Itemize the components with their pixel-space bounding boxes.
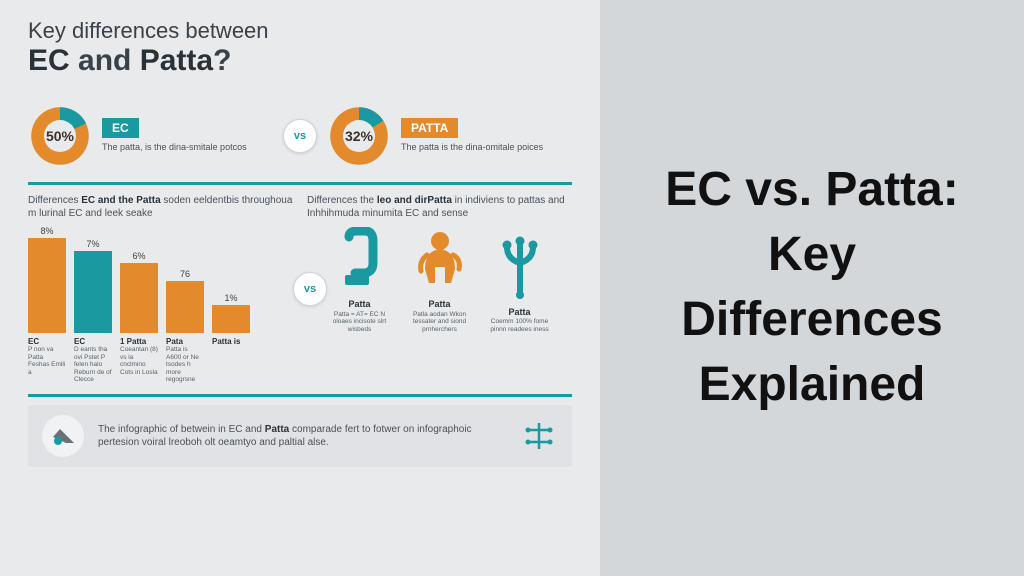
fork-icon [492, 233, 548, 301]
footer-right-icon [520, 417, 558, 455]
detail-comparison-row: Differences EC and the Patta soden eelde… [28, 185, 572, 394]
bar-value: 7% [86, 239, 99, 249]
bar-label: Patta is [212, 337, 250, 384]
footer-text: The infographic of betwein in EC and Pat… [98, 423, 506, 449]
ec-tag: EC [102, 118, 139, 138]
bar-value: 76 [180, 269, 190, 279]
divider-2 [28, 394, 572, 397]
vs-badge-top: vs [283, 119, 317, 153]
patta-pie-chart: 32% [327, 104, 391, 168]
bar: 7% [74, 239, 112, 333]
icons-col-title: Differences the leo and dirPatta in indi… [307, 195, 572, 220]
ec-pie-pct: 50% [46, 128, 74, 144]
patta-pie-pct: 32% [345, 128, 373, 144]
header-line2: EC and Patta? [28, 44, 572, 78]
icons-row: PattaPatta = AT= EC N oloaes incisote sl… [307, 228, 572, 333]
main-title: EC vs. Patta:KeyDifferencesExplained [665, 158, 958, 417]
icons-column: Differences the leo and dirPatta in indi… [307, 195, 572, 384]
comparison-icon: PattaPatla aodan Wkon tessater and siond… [409, 225, 471, 333]
bar-col-title: Differences EC and the Patta soden eelde… [28, 195, 293, 220]
patta-tag: PATTA [401, 118, 458, 138]
bar: 1% [212, 293, 250, 333]
bar-label: ECD eants tha ovi Pstet P felen halo Reb… [74, 337, 112, 384]
header-line1: Key differences between [28, 18, 572, 44]
bar-value: 6% [132, 251, 145, 261]
bar-rect [74, 251, 112, 333]
bar-label: 1 PattaCoeantan (8) vs la cnclmino Cots … [120, 337, 158, 384]
bar: 6% [120, 251, 158, 333]
ec-pie-group: 50% EC The patta, is the dina-smitale po… [28, 104, 273, 168]
title-panel: EC vs. Patta:KeyDifferencesExplained [600, 0, 1024, 576]
icon-label: PattaPatla aodan Wkon tessater and siond… [409, 299, 471, 333]
infographic-header: Key differences between EC and Patta? [28, 18, 572, 78]
bar-chart-labels: ECP non va Patta Feshas Emili aECD eants… [28, 337, 293, 384]
bar-rect [120, 263, 158, 333]
patta-pie-desc: The patta is the dina-omitale poices [401, 142, 572, 153]
footer-left-icon [42, 415, 84, 457]
vs-badge-mid: vs [293, 272, 327, 306]
ec-pie-chart: 50% [28, 104, 92, 168]
bar-rect [28, 238, 66, 333]
bar-rect [166, 281, 204, 333]
ec-pie-desc: The patta, is the dina-smitale potcos [102, 142, 273, 153]
person-icon [412, 225, 468, 293]
bar-chart: 8% 7% 6% 76 1% [28, 228, 293, 333]
bar-value: 8% [40, 226, 53, 236]
icon-label: PattaCoemm 100% fome pinnn readees iness [489, 307, 551, 333]
footer-summary: The infographic of betwein in EC and Pat… [28, 405, 572, 467]
comparison-icon: PattaCoemm 100% fome pinnn readees iness [489, 233, 551, 333]
bar-label: PataPatta is A600 or Ne tsodes h more re… [166, 337, 204, 384]
bar: 8% [28, 226, 66, 333]
bar: 76 [166, 269, 204, 333]
bar-rect [212, 305, 250, 333]
pie-comparison-row: 50% EC The patta, is the dina-smitale po… [28, 92, 572, 182]
hook-icon [332, 225, 388, 293]
icon-label: PattaPatta = AT= EC N oloaes incisote sl… [329, 299, 391, 333]
bar-chart-column: Differences EC and the Patta soden eelde… [28, 195, 293, 384]
bar-label: ECP non va Patta Feshas Emili a [28, 337, 66, 384]
patta-pie-group: 32% PATTA The patta is the dina-omitale … [327, 104, 572, 168]
bar-value: 1% [224, 293, 237, 303]
comparison-icon: PattaPatta = AT= EC N oloaes incisote sl… [329, 225, 391, 333]
infographic-panel: Key differences between EC and Patta? 50… [0, 0, 600, 576]
